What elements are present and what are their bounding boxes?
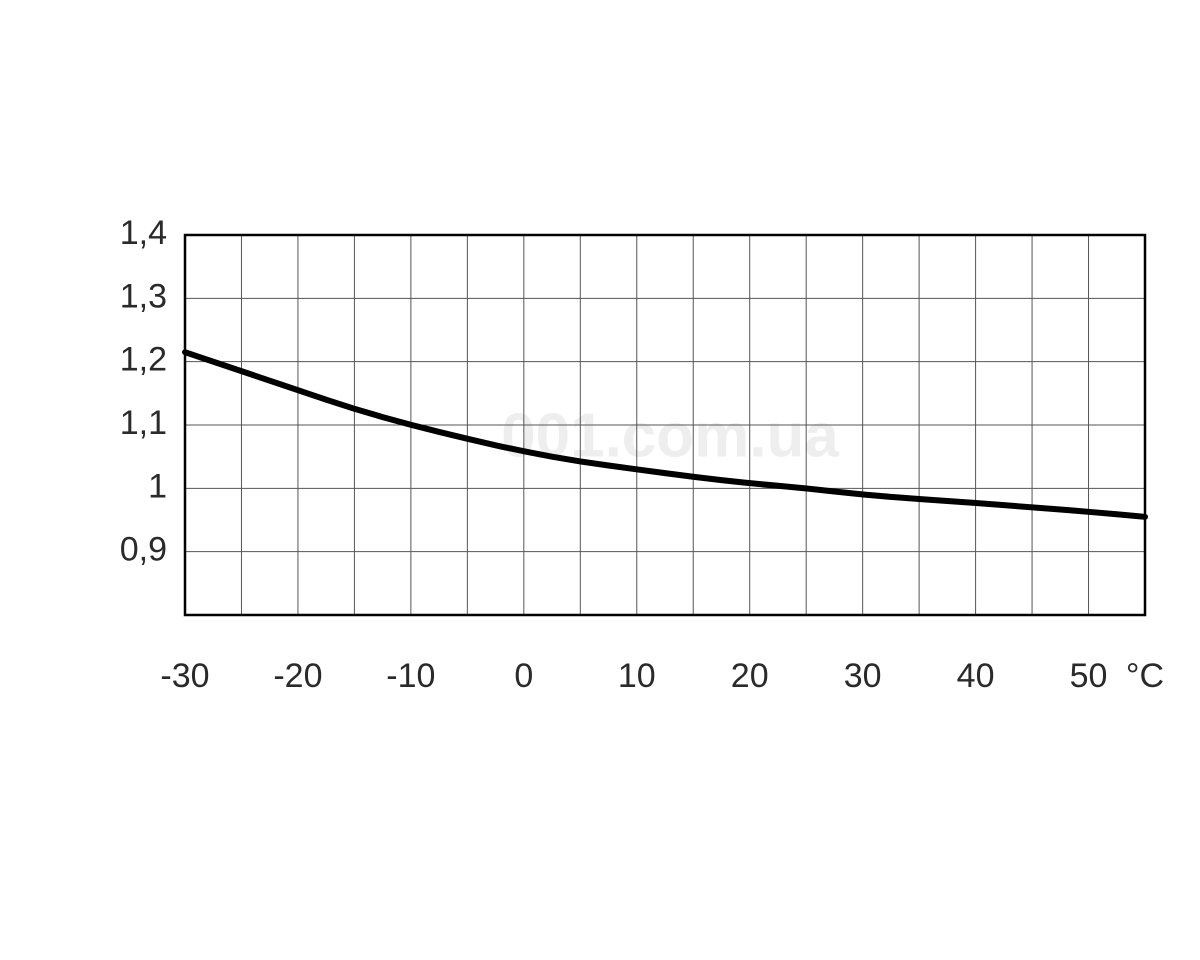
y-tick-label: 0,9: [120, 531, 167, 569]
x-tick-label: 0: [514, 657, 533, 695]
y-tick-label: 1,3: [120, 277, 167, 315]
x-tick-label: 50: [1070, 657, 1108, 695]
x-tick-label: -10: [386, 657, 435, 695]
x-tick-label: 30: [844, 657, 882, 695]
y-tick-label: 1,2: [120, 341, 167, 379]
line-chart: 001.com.ua 1,4 1,3 1,2 1,1 1 0,9 -30 -20 -10 0 10 20…: [0, 0, 1200, 960]
x-tick-label: -30: [160, 657, 209, 695]
y-tick-label: 1,1: [120, 404, 167, 442]
y-tick-label: 1: [148, 467, 167, 505]
x-tick-label: 20: [731, 657, 769, 695]
chart-container: 001.com.ua 1,4 1,3 1,2 1,1 1 0,9 -30 -20 -10 0 10 20…: [0, 0, 1200, 960]
y-tick-label: 1,4: [120, 214, 167, 252]
watermark-text: 001.com.ua: [501, 401, 839, 470]
x-axis-unit-label: °C: [1126, 657, 1164, 695]
chart-background: [0, 0, 1200, 960]
x-tick-label: 40: [957, 657, 995, 695]
x-tick-label: -20: [273, 657, 322, 695]
x-tick-label: 10: [618, 657, 656, 695]
